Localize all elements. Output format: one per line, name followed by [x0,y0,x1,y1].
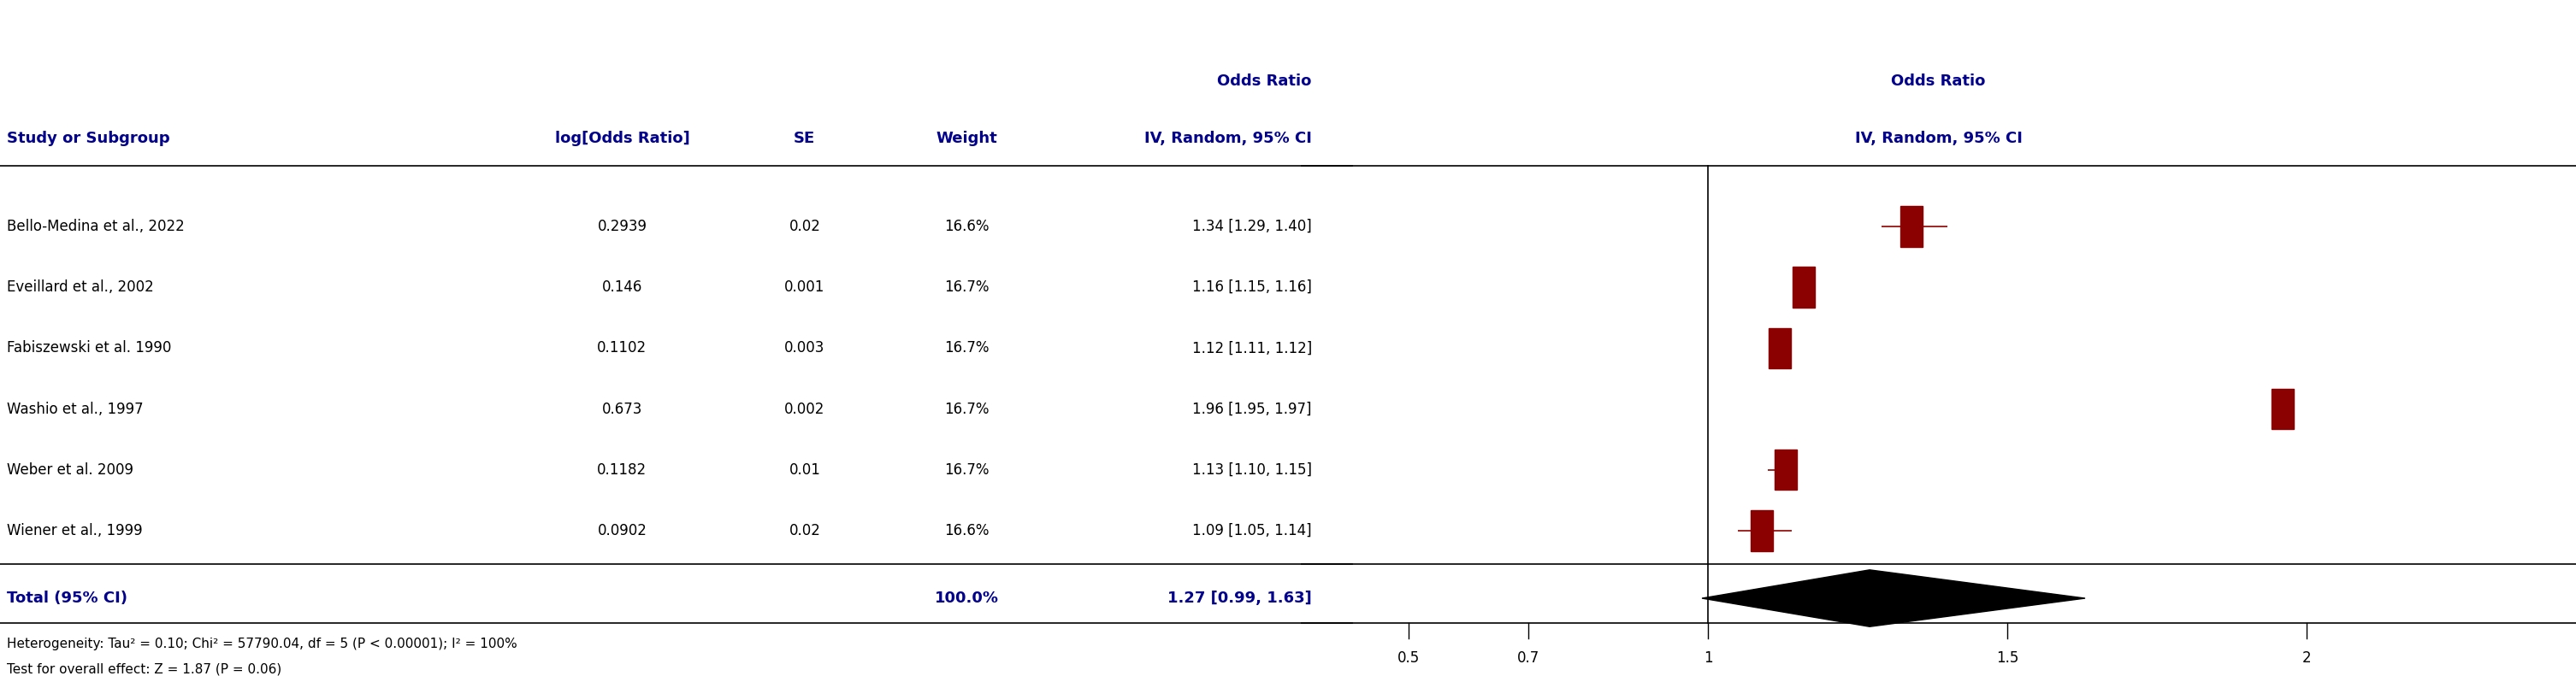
Text: 2: 2 [2303,650,2311,666]
Text: 0.1182: 0.1182 [598,462,647,477]
Text: Eveillard et al., 2002: Eveillard et al., 2002 [8,280,155,295]
Text: 0.1102: 0.1102 [598,341,647,356]
Text: Total (95% CI): Total (95% CI) [8,591,126,606]
Text: 1.13 [1.10, 1.15]: 1.13 [1.10, 1.15] [1193,462,1311,477]
Text: 1.12 [1.11, 1.12]: 1.12 [1.11, 1.12] [1193,341,1311,356]
Text: 1: 1 [1703,650,1713,666]
Text: 16.7%: 16.7% [945,462,989,477]
Text: Heterogeneity: Tau² = 0.10; Chi² = 57790.04, df = 5 (P < 0.00001); I² = 100%: Heterogeneity: Tau² = 0.10; Chi² = 57790… [8,637,518,650]
Text: 1.16 [1.15, 1.16]: 1.16 [1.15, 1.16] [1193,280,1311,295]
Text: 0.002: 0.002 [786,402,824,416]
Text: Weber et al. 2009: Weber et al. 2009 [8,462,134,477]
Text: Wiener et al., 1999: Wiener et al., 1999 [8,523,142,538]
Text: 16.7%: 16.7% [945,280,989,295]
Text: Bello-Medina et al., 2022: Bello-Medina et al., 2022 [8,219,185,234]
Bar [1749,510,1772,551]
Text: 0.02: 0.02 [788,219,819,234]
Text: 0.2939: 0.2939 [598,219,647,234]
Text: Test for overall effect: Z = 1.87 (P = 0.06): Test for overall effect: Z = 1.87 (P = 0… [8,663,281,675]
Text: 0.003: 0.003 [786,341,824,356]
Text: 16.7%: 16.7% [945,402,989,416]
Text: 16.6%: 16.6% [945,219,989,234]
Text: 0.02: 0.02 [788,523,819,538]
Bar [1775,450,1798,490]
Text: 1.27 [0.99, 1.63]: 1.27 [0.99, 1.63] [1167,591,1311,606]
Text: SE: SE [793,131,817,146]
Text: Weight: Weight [935,131,997,146]
Bar [2272,389,2295,429]
Text: 0.146: 0.146 [603,280,641,295]
Text: Odds Ratio: Odds Ratio [1218,74,1311,89]
Text: IV, Random, 95% CI: IV, Random, 95% CI [1144,131,1311,146]
Text: log[Odds Ratio]: log[Odds Ratio] [554,131,690,146]
Text: 16.7%: 16.7% [945,341,989,356]
Text: Study or Subgroup: Study or Subgroup [8,131,170,146]
Text: IV, Random, 95% CI: IV, Random, 95% CI [1855,131,2022,146]
Text: 1.5: 1.5 [1996,650,2020,666]
Text: Odds Ratio: Odds Ratio [1891,74,1986,89]
Bar [1793,267,1816,308]
Text: 0.0902: 0.0902 [598,523,647,538]
Text: 1.96 [1.95, 1.97]: 1.96 [1.95, 1.97] [1193,402,1311,416]
Text: 1.34 [1.29, 1.40]: 1.34 [1.29, 1.40] [1193,219,1311,234]
Text: 16.6%: 16.6% [945,523,989,538]
Text: 0.673: 0.673 [603,402,641,416]
Text: Washio et al., 1997: Washio et al., 1997 [8,402,144,416]
Text: 0.01: 0.01 [788,462,819,477]
Polygon shape [1703,570,2084,627]
Text: 0.001: 0.001 [786,280,824,295]
Text: 100.0%: 100.0% [935,591,999,606]
Text: 0.7: 0.7 [1517,650,1540,666]
Text: 0.5: 0.5 [1396,650,1419,666]
Text: Fabiszewski et al. 1990: Fabiszewski et al. 1990 [8,341,170,356]
Text: 1.09 [1.05, 1.14]: 1.09 [1.05, 1.14] [1193,523,1311,538]
Bar [1901,206,1922,247]
Bar [1767,328,1790,368]
